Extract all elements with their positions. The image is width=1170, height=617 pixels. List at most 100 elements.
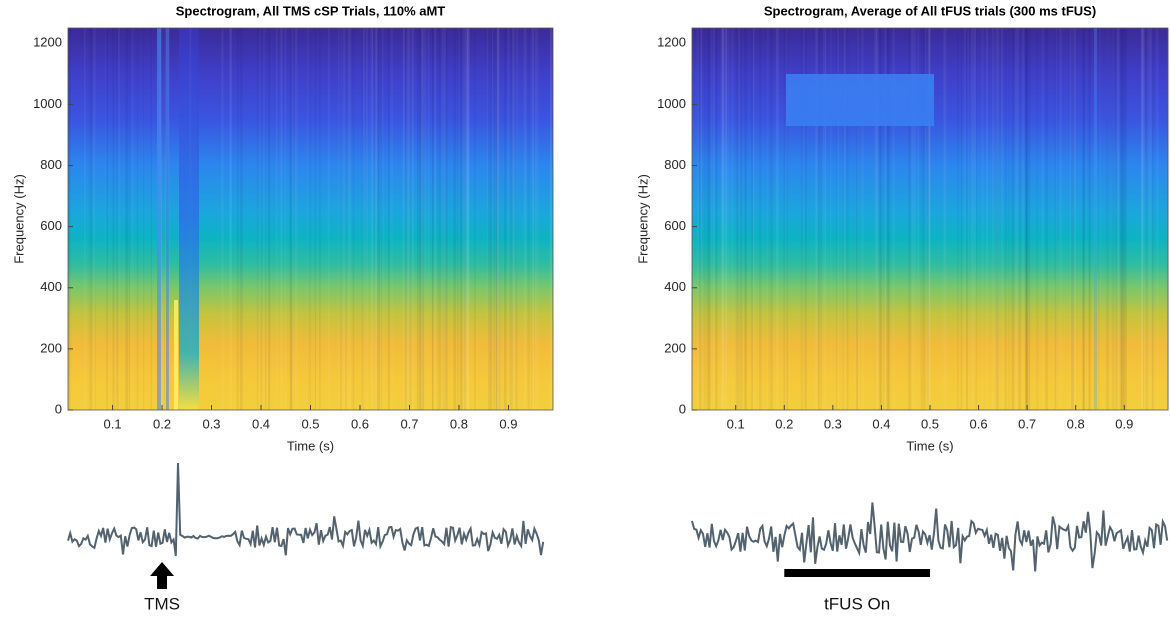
spectrogram-streak bbox=[875, 28, 879, 410]
spectrogram-streak bbox=[752, 28, 755, 410]
spectrogram-streak bbox=[1008, 28, 1009, 410]
spectrogram-streak bbox=[370, 28, 374, 410]
spectrogram-streak bbox=[728, 28, 730, 410]
x-tick-label: 0.3 bbox=[824, 416, 842, 431]
spectrogram-streak bbox=[886, 28, 890, 410]
spectrogram-streak bbox=[700, 28, 703, 410]
spectrogram-streak bbox=[1025, 28, 1028, 410]
spectrogram-streak bbox=[348, 28, 351, 410]
spectrogram-streak bbox=[409, 28, 412, 410]
spectrogram-streak bbox=[390, 28, 393, 410]
spectrogram-streak bbox=[1015, 28, 1018, 410]
spectrogram-streak bbox=[503, 28, 507, 410]
spectrogram-streak bbox=[737, 28, 740, 410]
spectrogram-streak bbox=[150, 28, 152, 410]
spectrogram-streak bbox=[738, 28, 741, 410]
spectrogram-streak bbox=[495, 28, 498, 410]
spectrogram-streak bbox=[164, 28, 166, 410]
spectrogram-streak bbox=[721, 28, 724, 410]
spectrogram-streak bbox=[263, 28, 266, 410]
spectrogram-streak bbox=[817, 28, 820, 410]
spectrogram-streak bbox=[143, 28, 145, 410]
spectrogram-streak bbox=[815, 28, 819, 410]
spectrogram-streak bbox=[1115, 28, 1118, 410]
spectrogram-streak bbox=[928, 28, 930, 410]
spectrogram-streak bbox=[783, 28, 785, 410]
spectrogram-streak bbox=[465, 28, 469, 410]
spectrogram-streak bbox=[1167, 28, 1170, 410]
spectrogram-streak bbox=[264, 28, 267, 410]
spectrogram-streak bbox=[1122, 28, 1126, 410]
spectrogram-streak bbox=[846, 28, 849, 410]
spectrogram-streak bbox=[1116, 28, 1119, 410]
chart-title: Spectrogram, Average of All tFUS trials … bbox=[764, 3, 1096, 18]
spectrogram-streak bbox=[127, 28, 128, 410]
spectrogram-streak bbox=[294, 28, 298, 410]
spectrogram-streak bbox=[531, 28, 534, 410]
spectrogram-streak bbox=[352, 28, 355, 410]
spectrogram-streak bbox=[128, 28, 130, 410]
spectrogram-streak bbox=[720, 28, 724, 410]
y-tick-label: 1000 bbox=[33, 96, 62, 111]
spectrogram-streak bbox=[973, 28, 976, 410]
y-tick-label: 0 bbox=[55, 401, 62, 416]
spectrogram-streak bbox=[84, 28, 86, 410]
spectrogram-streak bbox=[1069, 28, 1073, 410]
y-tick-label: 1000 bbox=[657, 96, 686, 111]
spectrogram-streak bbox=[403, 28, 405, 410]
spectrogram-streak bbox=[960, 28, 962, 410]
spectrogram-streak bbox=[457, 28, 459, 410]
x-tick-label: 0.4 bbox=[872, 416, 890, 431]
spectrogram-streak bbox=[284, 28, 286, 410]
spectrogram-streak bbox=[909, 28, 912, 410]
chart-title: Spectrogram, All TMS cSP Trials, 110% aM… bbox=[176, 3, 446, 18]
emg-trace bbox=[67, 462, 545, 557]
spectrogram-streak bbox=[236, 28, 239, 410]
spectrogram-streak bbox=[343, 28, 346, 410]
spectrogram-streak bbox=[340, 28, 343, 410]
spectrogram-streak bbox=[338, 28, 340, 410]
spectrogram-streak bbox=[843, 28, 846, 410]
spectrogram-streak bbox=[527, 28, 529, 410]
spectrogram-streak bbox=[758, 28, 762, 410]
x-tick-label: 0.8 bbox=[450, 416, 468, 431]
spectrogram-streak bbox=[1156, 28, 1159, 410]
tms-arrow bbox=[150, 562, 175, 589]
x-tick-label: 0.7 bbox=[1018, 416, 1036, 431]
y-axis-label: Frequency (Hz) bbox=[635, 174, 650, 264]
spectrogram-streak bbox=[884, 28, 887, 410]
spectrogram-streak bbox=[910, 28, 914, 410]
spectrogram-streak bbox=[966, 28, 969, 410]
spectrogram-streak bbox=[995, 28, 999, 410]
spectrogram-streak bbox=[508, 28, 510, 410]
suppression bbox=[179, 28, 199, 410]
spectrogram-streak bbox=[260, 28, 261, 410]
spectrogram-streak bbox=[724, 28, 728, 410]
spectrogram-streak bbox=[417, 28, 419, 410]
spectrogram-streak bbox=[164, 28, 166, 410]
y-axis-label: Frequency (Hz) bbox=[11, 174, 26, 264]
spectrogram-streak bbox=[498, 28, 501, 410]
tfus-bar bbox=[784, 569, 930, 577]
spectrogram-streak bbox=[515, 28, 518, 410]
spectrogram-streak bbox=[971, 28, 973, 410]
spectrogram-streak bbox=[327, 28, 330, 410]
y-tick-label: 600 bbox=[40, 218, 62, 233]
spectrogram-streak bbox=[432, 28, 434, 410]
spectrogram-streak bbox=[1000, 28, 1004, 410]
spectrogram-streak bbox=[137, 28, 139, 410]
spectrogram-streak bbox=[406, 28, 408, 410]
spectrogram-streak bbox=[751, 28, 754, 410]
spectrogram-streak bbox=[1111, 28, 1115, 410]
spectrogram-streak bbox=[512, 28, 515, 410]
spectrogram-streak bbox=[1074, 28, 1077, 410]
spectrogram-streak bbox=[1151, 28, 1154, 410]
spectrogram-streak bbox=[861, 28, 864, 410]
spectrogram-streak bbox=[1118, 28, 1120, 410]
spectrogram-streak bbox=[467, 28, 470, 410]
spectrogram-streak bbox=[290, 28, 293, 410]
spectrogram-streak bbox=[533, 28, 535, 410]
spectrogram-streak bbox=[239, 28, 242, 410]
y-tick-label: 800 bbox=[664, 157, 686, 172]
